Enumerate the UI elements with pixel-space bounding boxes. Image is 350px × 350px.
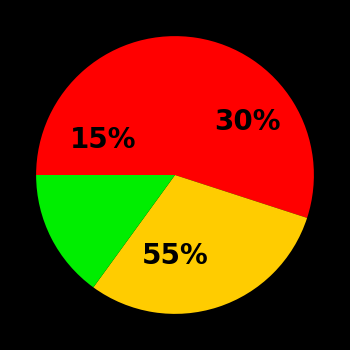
- Text: 15%: 15%: [70, 126, 136, 154]
- Wedge shape: [36, 36, 314, 218]
- Text: 55%: 55%: [142, 241, 208, 270]
- Wedge shape: [36, 175, 175, 287]
- Wedge shape: [93, 175, 307, 314]
- Text: 30%: 30%: [214, 108, 280, 136]
